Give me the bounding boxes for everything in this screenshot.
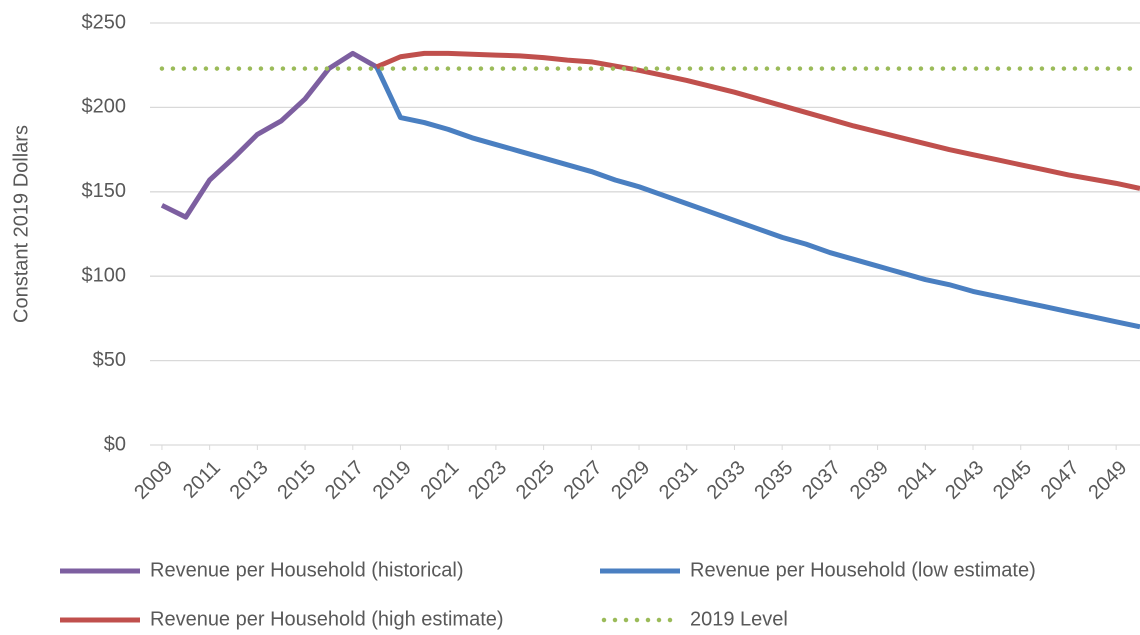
x-tick-label: 2033 <box>703 457 750 504</box>
legend-label: Revenue per Household (historical) <box>150 559 464 581</box>
x-tick-label: 2037 <box>798 457 845 504</box>
x-tick-label: 2015 <box>273 457 320 504</box>
x-tick-label: 2027 <box>560 457 607 504</box>
x-tick-label: 2017 <box>321 457 368 504</box>
x-tick-label: 2045 <box>989 457 1036 504</box>
y-tick-label: $100 <box>82 264 127 286</box>
x-tick-label: 2031 <box>655 457 702 504</box>
y-tick-label: $200 <box>82 96 127 118</box>
y-axis-label: Constant 2019 Dollars <box>10 125 32 323</box>
y-tick-label: $250 <box>82 11 127 33</box>
y-tick-label: $0 <box>104 433 126 455</box>
x-tick-label: 2049 <box>1084 457 1131 504</box>
x-tick-label: 2041 <box>894 457 941 504</box>
series-line <box>374 65 1140 330</box>
x-tick-label: 2043 <box>941 457 988 504</box>
x-tick-label: 2035 <box>750 457 797 504</box>
x-tick-label: 2023 <box>464 457 511 504</box>
x-tick-label: 2039 <box>846 457 893 504</box>
x-tick-label: 2029 <box>607 457 654 504</box>
legend-label: Revenue per Household (low estimate) <box>690 559 1036 581</box>
legend-label: 2019 Level <box>690 608 788 630</box>
x-tick-label: 2009 <box>130 457 177 504</box>
x-tick-label: 2013 <box>226 457 273 504</box>
x-tick-label: 2011 <box>179 457 225 503</box>
y-tick-label: $150 <box>82 180 127 202</box>
x-tick-label: 2025 <box>512 457 559 504</box>
series-line <box>375 50 1140 191</box>
x-tick-label: 2021 <box>416 457 463 504</box>
x-tick-label: 2019 <box>369 457 416 504</box>
legend-label: Revenue per Household (high estimate) <box>150 608 504 630</box>
y-tick-label: $50 <box>93 349 126 371</box>
x-tick-label: 2047 <box>1037 457 1084 504</box>
series-line <box>160 50 378 220</box>
